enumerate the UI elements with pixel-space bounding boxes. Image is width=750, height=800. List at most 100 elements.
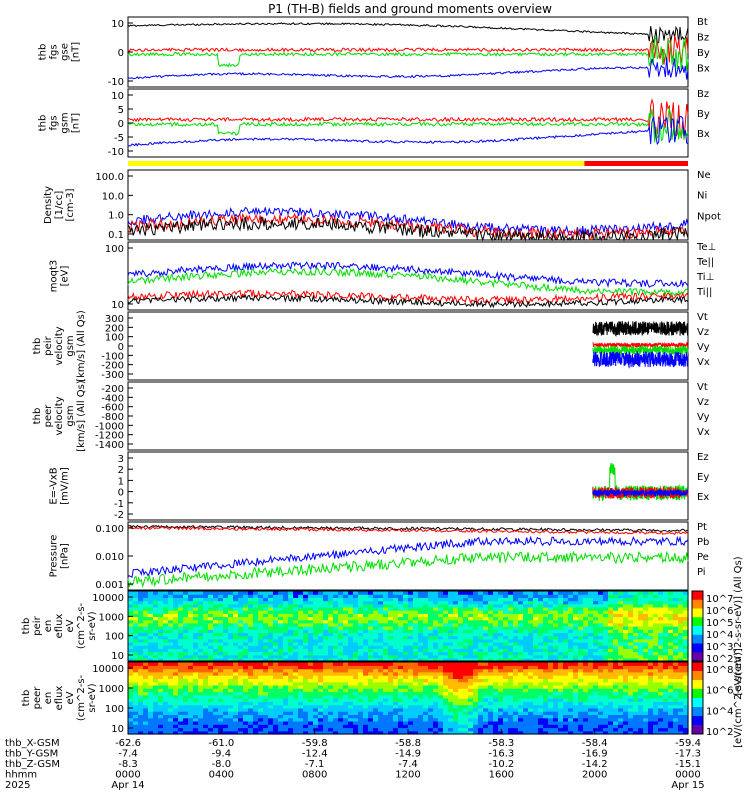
x-row-value: -10.2 xyxy=(488,759,514,770)
y-axis-label: [nT] xyxy=(71,113,82,133)
x-row-value: -15.1 xyxy=(675,759,701,770)
y-tick-label: 10 xyxy=(111,91,124,102)
x-row-value: -58.4 xyxy=(582,738,608,749)
colorbar-tick-label: 10^6 xyxy=(706,686,733,697)
x-row-value: 2000 xyxy=(582,770,607,781)
series-line xyxy=(127,215,689,242)
series-line xyxy=(592,320,689,337)
legend-entry: Vx xyxy=(697,357,710,368)
y-axis-label: peer xyxy=(32,686,43,710)
legend-entry: Ex xyxy=(697,492,709,503)
x-row-value: -8.3 xyxy=(118,759,138,770)
panel-1: 10 0 -10 thb fgs gse [nT] Bt Bz By Bx xyxy=(38,16,710,88)
y-axis-label: en xyxy=(43,620,54,633)
y-axis-label: fgs xyxy=(49,44,60,59)
y-tick-label: 10000 xyxy=(92,664,124,675)
y-axis-label: sr-eV) xyxy=(87,683,98,712)
mode-bar-fast xyxy=(584,161,688,166)
y-axis-label: [eV] xyxy=(60,266,71,287)
legend-entry: Ti|| xyxy=(696,287,712,298)
y-axis-label: eflux xyxy=(54,686,65,711)
y-tick-label: -5 xyxy=(114,133,124,144)
y-axis-label: gsm xyxy=(60,112,71,133)
y-axis-label: [nT] xyxy=(71,42,82,62)
panel-frame xyxy=(127,451,689,521)
y-tick-label: 3 xyxy=(118,454,124,465)
x-row-value: 0000 xyxy=(115,770,140,781)
colorbar-label: [eV/(cm^2-s-sr-eV)] xyxy=(733,648,744,748)
x-row-value: -61.0 xyxy=(208,738,234,749)
y-tick-label: 100 xyxy=(105,704,124,715)
y-axis-label: thb xyxy=(38,115,49,132)
legend-entry: Te⊥ xyxy=(696,242,716,253)
y-tick-label: -400 xyxy=(101,393,124,404)
legend-entry: Bx xyxy=(697,129,710,140)
legend-entry: Pt xyxy=(697,522,707,533)
y-tick-label: 1 xyxy=(118,476,124,487)
y-axis-label: thb xyxy=(21,618,32,635)
series-line xyxy=(127,293,689,309)
series-line xyxy=(127,261,689,289)
series-line xyxy=(127,535,689,578)
y-tick-label: 100.0 xyxy=(95,172,124,183)
legend-entry: Vy xyxy=(697,412,710,423)
y-axis-label: moqt3 xyxy=(49,260,60,293)
panel-2: 10 5 0 -5 -10 thb fgs gsm [nT] Bz By Bx xyxy=(38,88,710,158)
colorbar-tick-label: 10^5 xyxy=(706,618,733,629)
y-tick-label: -1200 xyxy=(95,431,124,442)
y-axis-label: velocity xyxy=(54,326,65,365)
heatmap-frame xyxy=(127,590,689,662)
y-tick-label: 10 xyxy=(111,19,124,30)
y-axis-label: [nPa] xyxy=(60,543,71,569)
y-axis-label: [km/s] (All Qs) xyxy=(76,380,87,452)
series-line xyxy=(127,35,689,65)
colorbar-label: [eV/(cm^2-s-sr-eV)] (All Qs) xyxy=(733,556,744,695)
series-line xyxy=(127,57,689,80)
series-line xyxy=(127,289,689,305)
y-tick-label: -200 xyxy=(101,384,124,395)
y-tick-label: 100 xyxy=(105,244,124,255)
x-row-value: 0800 xyxy=(302,770,327,781)
panel-4: 100 10 moqt3 [eV] Te⊥ Te|| Ti⊥ Ti|| xyxy=(49,241,716,311)
legend-entry: Vz xyxy=(697,327,709,338)
x-row-value: 1200 xyxy=(395,770,420,781)
legend-entry: Pi xyxy=(697,567,706,578)
y-axis-label: [km/s] (All Qs) xyxy=(76,310,87,382)
legend-entry: Ne xyxy=(697,170,711,181)
x-row-value: -17.3 xyxy=(675,749,701,760)
y-tick-label: -1000 xyxy=(95,421,124,432)
y-tick-label: -600 xyxy=(101,403,124,414)
y-axis-label: gsm xyxy=(65,335,76,356)
legend-entry: Vx xyxy=(697,427,710,438)
y-tick-label: 300 xyxy=(105,314,124,325)
y-tick-label: 0 xyxy=(118,488,124,499)
x-row-label: thb_X-GSM xyxy=(5,738,60,749)
colorbar-tick-label: 10^7 xyxy=(706,594,733,605)
y-axis-label: eV xyxy=(65,619,76,632)
legend-entry: Vt xyxy=(697,382,708,393)
y-tick-label: -200 xyxy=(101,361,124,372)
y-tick-label: 100 xyxy=(105,333,124,344)
series-line xyxy=(127,115,689,147)
y-tick-label: 10 xyxy=(111,300,124,311)
y-axis-label: thb xyxy=(32,408,43,425)
x-row-value: 0000 xyxy=(675,770,700,781)
x-row-value: -7.4 xyxy=(398,759,418,770)
legend-entry: Pe xyxy=(697,552,709,563)
y-tick-label: 0 xyxy=(118,342,124,353)
x-row-value: -58.8 xyxy=(395,738,421,749)
series-line xyxy=(127,37,689,72)
x-row-value: -12.4 xyxy=(302,749,328,760)
y-tick-label: 0.1 xyxy=(108,230,124,241)
series-line xyxy=(592,344,689,356)
x-row-value: -7.4 xyxy=(118,749,138,760)
series-line xyxy=(127,550,689,589)
legend-entry: Ti⊥ xyxy=(696,272,714,283)
x-row-value: Apr 14 xyxy=(111,780,144,791)
panel-frame xyxy=(127,88,689,158)
legend-entry: Bz xyxy=(697,33,709,44)
